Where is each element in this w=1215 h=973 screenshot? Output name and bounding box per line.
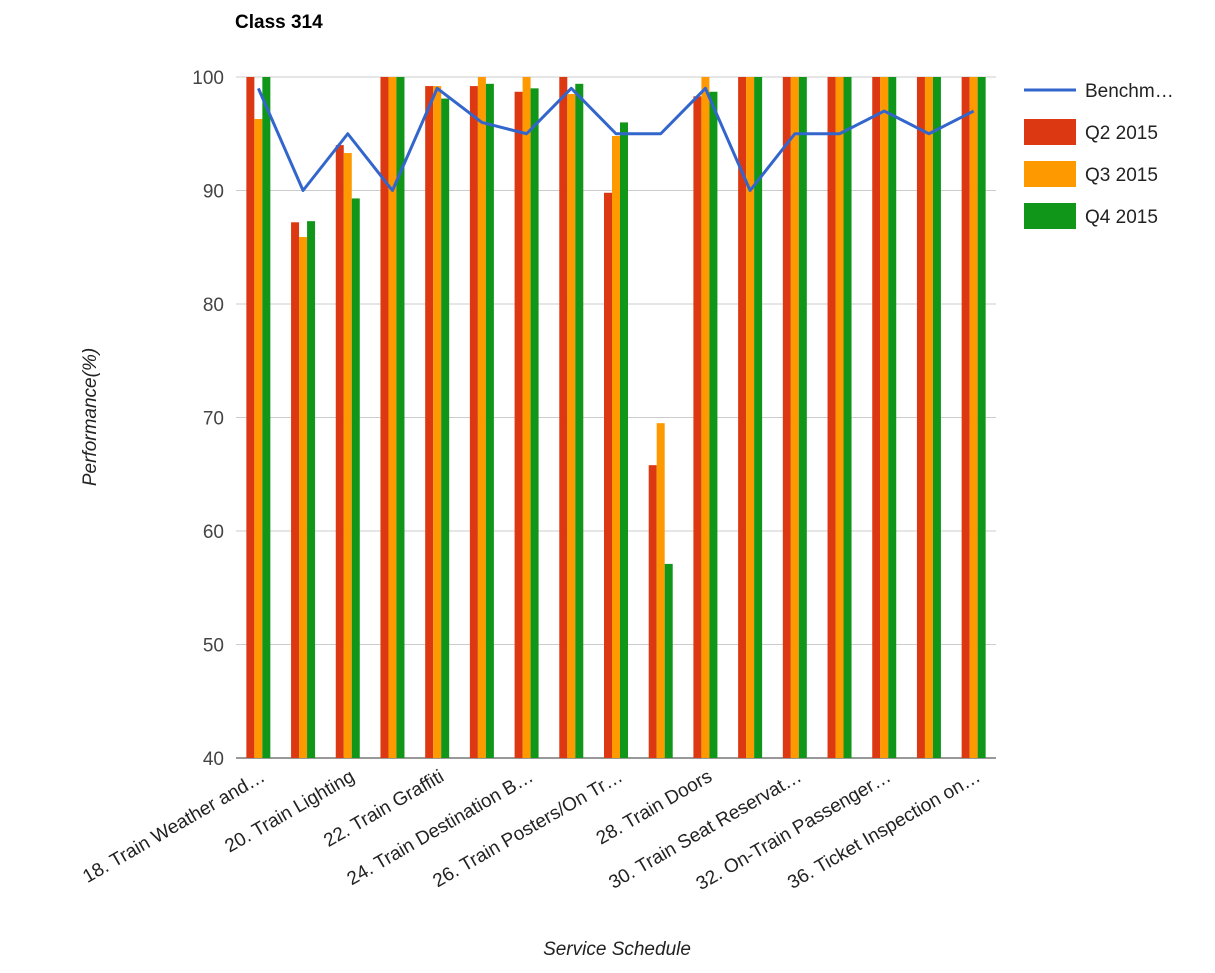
bar-q2-2015 (648, 465, 657, 758)
chart-title: Class 314 (235, 12, 323, 33)
legend: Benchm… Q2 2015 Q3 2015 Q4 2015 (1024, 81, 1174, 229)
bar-q2-2015 (916, 77, 925, 758)
bar-q3-2015 (835, 77, 844, 758)
bar-q2-2015 (872, 77, 881, 758)
bar-q3-2015 (924, 77, 933, 758)
bar-q4-2015 (262, 77, 271, 758)
legend-swatch (1024, 161, 1076, 187)
bar-q3-2015 (746, 77, 755, 758)
y-tick-label: 70 (203, 409, 224, 430)
bar-q2-2015 (604, 192, 612, 758)
y-tick-label: 60 (203, 522, 224, 543)
y-tick-label: 80 (203, 295, 224, 316)
legend-label: Q2 2015 (1085, 123, 1158, 144)
bar-q4-2015 (709, 91, 718, 758)
y-axis-title: Performance(%) (80, 348, 101, 486)
x-axis-ticks: 18. Train Weather and…20. Train Lighting… (79, 766, 984, 895)
bar-q4-2015 (396, 77, 405, 758)
bar-q2-2015 (782, 77, 791, 758)
bar-q4-2015 (575, 83, 584, 758)
y-tick-label: 100 (192, 68, 224, 89)
bar-q3-2015 (701, 77, 710, 758)
x-tick-label: 18. Train Weather and… (79, 766, 268, 888)
y-tick-label: 50 (203, 636, 224, 657)
bar-q2-2015 (738, 77, 747, 758)
bar-q2-2015 (425, 86, 434, 758)
bar-q2-2015 (559, 77, 568, 758)
bar-q4-2015 (307, 221, 316, 758)
bar-q4-2015 (620, 122, 628, 758)
bar-q4-2015 (977, 77, 986, 758)
benchmark-line-layer (256, 86, 975, 192)
x-axis-title: Service Schedule (543, 939, 691, 960)
bar-q3-2015 (343, 153, 352, 759)
bar-q3-2015 (969, 77, 978, 758)
bar-q2-2015 (246, 77, 255, 758)
y-tick-label: 40 (203, 749, 224, 770)
bar-q4-2015 (932, 77, 941, 758)
bar-q2-2015 (514, 91, 523, 758)
bar-q3-2015 (254, 118, 263, 759)
bar-q2-2015 (469, 86, 478, 758)
bar-q3-2015 (567, 94, 576, 758)
bar-q3-2015 (477, 77, 486, 758)
bar-q4-2015 (798, 77, 807, 758)
bar-q3-2015 (790, 77, 799, 758)
bar-q4-2015 (843, 77, 852, 758)
bar-q3-2015 (388, 77, 397, 758)
bar-q3-2015 (880, 77, 889, 758)
bar-q2-2015 (693, 96, 702, 759)
bar-q4-2015 (754, 77, 763, 758)
bar-q2-2015 (380, 77, 389, 758)
legend-label: Q4 2015 (1085, 207, 1158, 228)
bar-q2-2015 (291, 222, 300, 758)
bar-q4-2015 (485, 83, 494, 758)
y-axis-ticks: 40 50 60 70 80 90 100 (192, 68, 224, 770)
bar-q3-2015 (299, 237, 308, 758)
bar-q3-2015 (612, 136, 620, 758)
legend-swatch (1024, 119, 1076, 145)
bars (246, 77, 986, 759)
bar-q4-2015 (351, 198, 360, 758)
legend-swatch (1024, 203, 1076, 229)
bar-q4-2015 (664, 563, 673, 758)
bar-q4-2015 (441, 98, 450, 758)
legend-label: Q3 2015 (1085, 165, 1158, 186)
bar-q3-2015 (656, 423, 665, 758)
bar-q3-2015 (522, 77, 531, 758)
bar-q2-2015 (827, 77, 836, 758)
legend-label: Benchm… (1085, 81, 1174, 102)
bar-q4-2015 (530, 88, 539, 759)
bar-q2-2015 (961, 77, 970, 758)
benchmark-line (256, 86, 975, 192)
y-tick-label: 90 (203, 182, 224, 203)
bar-q4-2015 (888, 77, 897, 758)
bar-q3-2015 (433, 86, 442, 758)
bar-q2-2015 (335, 145, 344, 759)
